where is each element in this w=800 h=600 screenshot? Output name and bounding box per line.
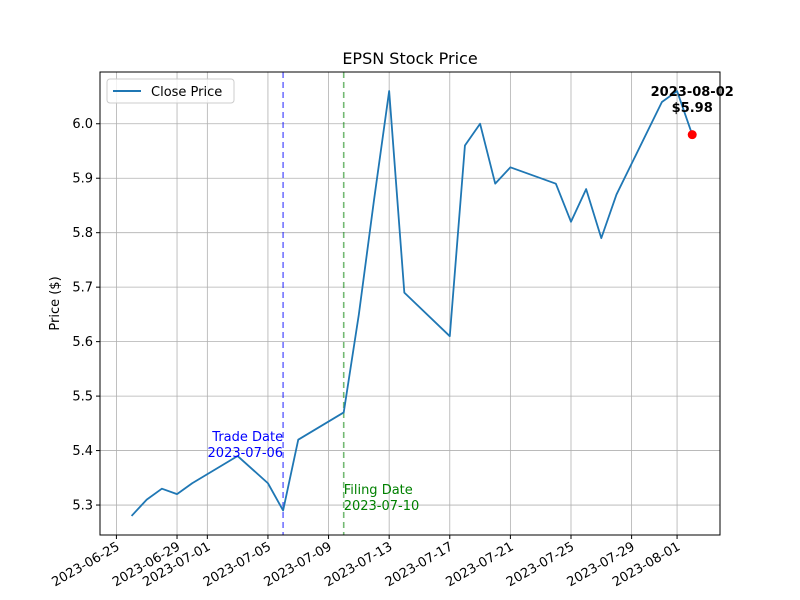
last-price-marker — [687, 130, 697, 140]
y-tick-label: 5.5 — [72, 390, 93, 405]
legend-label: Close Price — [151, 85, 222, 100]
reference-lines — [282, 72, 345, 535]
event-date-label: 2023-07-06 — [208, 446, 284, 461]
event-date-label: 2023-07-10 — [344, 499, 420, 514]
y-tick-label: 5.4 — [72, 444, 93, 459]
y-tick-label: 5.6 — [72, 335, 93, 350]
last-price-label: 2023-08-02 — [651, 85, 734, 100]
last-price-label: $5.98 — [672, 101, 713, 116]
close-price-line — [130, 90, 694, 517]
series-layer — [130, 90, 694, 517]
legend-box — [106, 78, 235, 104]
plot-frame — [99, 71, 721, 536]
grid — [100, 72, 720, 535]
y-tick-label: 5.7 — [72, 281, 93, 296]
event-date-label: Trade Date — [211, 430, 283, 445]
legend: Close Price — [106, 78, 235, 104]
y-tick-label: 6.0 — [72, 117, 93, 132]
y-axis-label: Price ($) — [48, 276, 63, 330]
event-date-label: Filing Date — [344, 483, 413, 498]
y-tick-label: 5.3 — [72, 499, 93, 514]
y-tick-label: 5.8 — [72, 226, 93, 241]
chart-title: EPSN Stock Price — [342, 49, 477, 68]
y-tick-label: 5.9 — [72, 172, 93, 187]
